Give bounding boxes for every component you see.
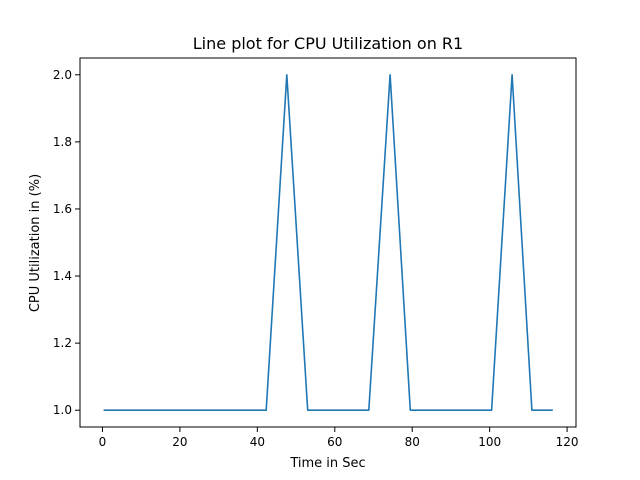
- x-tick-label: 0: [99, 435, 107, 449]
- y-tick-label: 1.6: [53, 202, 72, 216]
- y-tick-label: 1.8: [53, 135, 72, 149]
- y-axis-label: CPU Utilization in (%): [28, 174, 43, 312]
- y-tick-label: 1.4: [53, 269, 72, 283]
- x-axis-label: Time in Sec: [289, 456, 365, 471]
- axis-ticks: 0 20 40 60 80 100 120 1.0 1.2 1.4 1.6 1.8 2.0: [53, 68, 579, 449]
- plot-lines: [103, 74, 553, 412]
- x-tick-label: 120: [556, 435, 579, 449]
- x-tick-label: 100: [478, 435, 501, 449]
- plot-frame: [79, 57, 577, 428]
- x-tick-label: 40: [250, 435, 265, 449]
- y-tick-label: 1.0: [53, 403, 72, 417]
- x-tick-label: 60: [327, 435, 342, 449]
- chart-title: Line plot for CPU Utilization on R1: [193, 34, 463, 53]
- cpu-utilization-series-line: [103, 74, 553, 412]
- y-tick-label: 2.0: [53, 68, 72, 82]
- y-tick-label: 1.2: [53, 336, 72, 350]
- x-tick-label: 80: [405, 435, 420, 449]
- x-tick-label: 20: [172, 435, 187, 449]
